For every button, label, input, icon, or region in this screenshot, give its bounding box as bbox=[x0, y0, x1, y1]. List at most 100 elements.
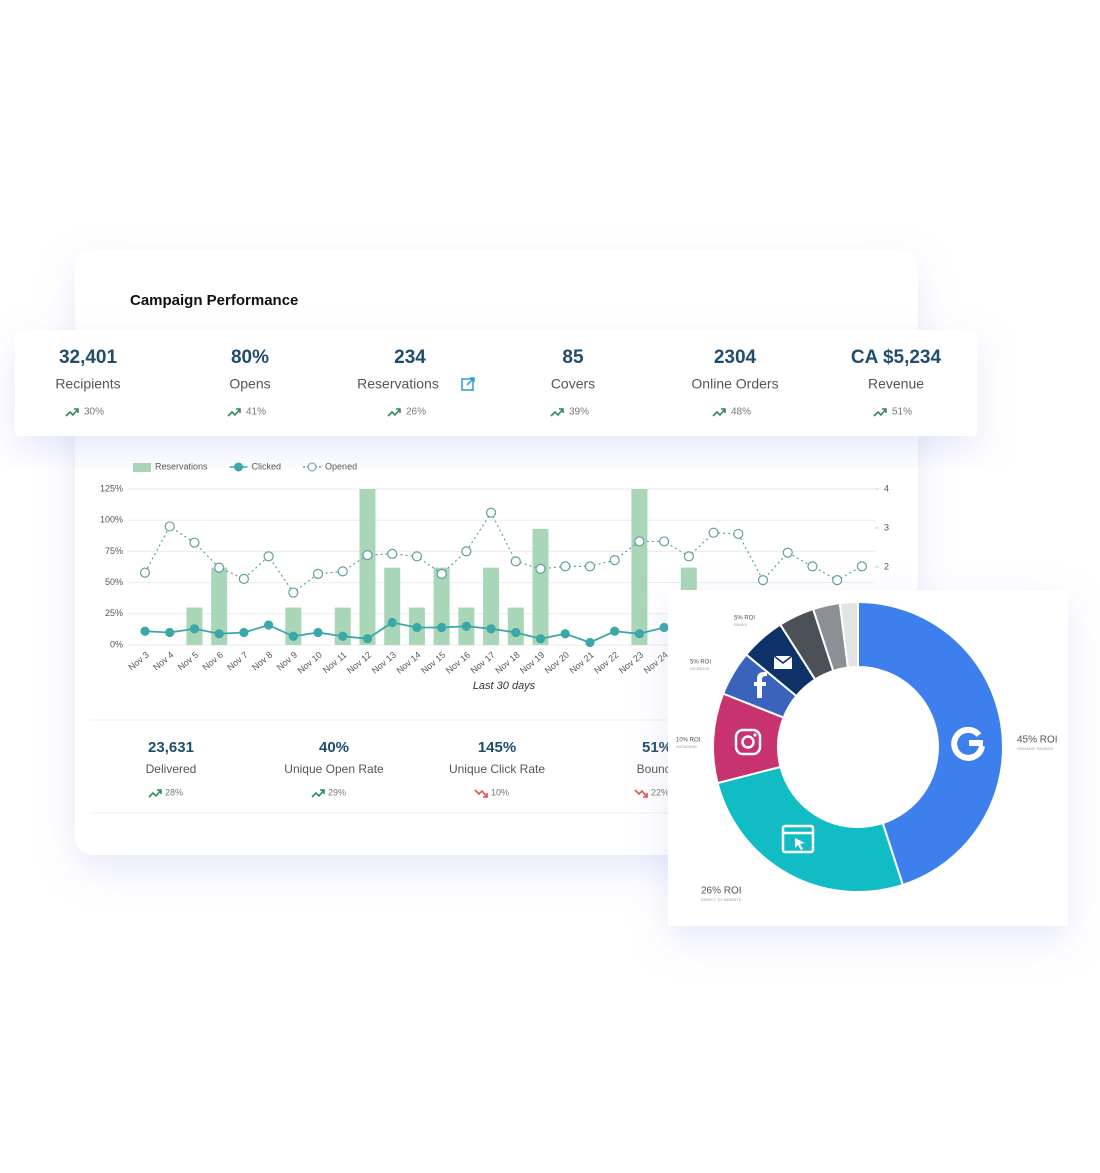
point bbox=[164, 521, 175, 532]
stat-value: 145% bbox=[478, 739, 516, 756]
y-tick-label: 75% bbox=[105, 546, 123, 556]
point bbox=[189, 537, 200, 548]
kpi-value: CA $5,234 bbox=[851, 347, 942, 368]
trend-up-icon bbox=[65, 408, 79, 417]
point bbox=[832, 575, 843, 586]
point bbox=[535, 563, 546, 574]
point bbox=[461, 621, 471, 631]
bar bbox=[483, 567, 500, 645]
kpi-label: Covers bbox=[551, 376, 595, 392]
trend-up-icon bbox=[148, 789, 162, 798]
trend-up-icon bbox=[712, 408, 726, 417]
point bbox=[584, 561, 596, 572]
point bbox=[560, 561, 571, 572]
point bbox=[288, 631, 298, 641]
point bbox=[214, 629, 224, 639]
kpi-label: Reservations bbox=[357, 376, 439, 392]
point bbox=[659, 536, 670, 547]
kpi-label: Recipients bbox=[55, 376, 120, 392]
segment-category: DIRECT TO WEBSITE bbox=[701, 897, 742, 902]
kpi-row: 32,401 Recipients 30% 80% Opens 41% 234 Reserva… bbox=[55, 347, 941, 418]
segment-label: 5% ROI bbox=[690, 660, 711, 666]
stats-row: 23,631 Delivered 28% 40% Unique Open Rate 29%… bbox=[146, 739, 678, 798]
kpi-value: 32,401 bbox=[59, 347, 118, 368]
bar bbox=[631, 489, 648, 645]
point bbox=[634, 629, 645, 639]
y2-tick-label: 3 bbox=[884, 522, 889, 532]
stat-value: 23,631 bbox=[148, 739, 194, 756]
point bbox=[312, 568, 324, 579]
stat-value: 51% bbox=[642, 739, 672, 756]
bar bbox=[433, 567, 450, 645]
point bbox=[486, 624, 496, 634]
legend-swatch bbox=[133, 463, 151, 472]
point bbox=[585, 637, 595, 648]
point bbox=[264, 620, 274, 630]
point bbox=[634, 536, 645, 547]
point bbox=[436, 568, 447, 579]
kpi-label: Opens bbox=[229, 376, 270, 392]
bar bbox=[532, 528, 549, 645]
segment-category: INSTAGRAM bbox=[676, 745, 697, 749]
segment-label: 26% ROI bbox=[701, 886, 742, 897]
kpi-trend: 39% bbox=[569, 407, 589, 418]
instagram-icon bbox=[734, 728, 762, 756]
bar bbox=[507, 607, 524, 645]
segment-category: ORGANIC SEARCH bbox=[1017, 746, 1054, 751]
point bbox=[362, 634, 373, 644]
point bbox=[659, 622, 669, 633]
email-icon bbox=[773, 655, 793, 669]
website-icon bbox=[781, 824, 815, 854]
point bbox=[412, 622, 422, 633]
point bbox=[140, 626, 150, 636]
external-link-icon[interactable] bbox=[461, 377, 475, 391]
donut-segment bbox=[838, 600, 859, 669]
legend-label: Opened bbox=[325, 461, 357, 471]
kpi-trend: 51% bbox=[892, 407, 912, 418]
segment-category: EMAILS bbox=[734, 623, 748, 627]
point bbox=[189, 624, 200, 634]
point bbox=[807, 561, 818, 572]
google-icon bbox=[951, 726, 985, 761]
kpi-value: 85 bbox=[562, 347, 584, 368]
kpi-label: Online Orders bbox=[691, 376, 778, 392]
point bbox=[263, 551, 274, 562]
kpi-trend: 48% bbox=[731, 407, 751, 418]
point bbox=[214, 562, 225, 573]
point bbox=[510, 556, 521, 567]
card-title: Campaign Performance bbox=[130, 292, 298, 309]
point bbox=[437, 622, 447, 633]
line bbox=[144, 621, 665, 644]
segment-label: 10% ROI bbox=[676, 738, 701, 744]
point bbox=[856, 561, 867, 572]
bar bbox=[211, 567, 228, 645]
trend-down-icon bbox=[474, 789, 488, 798]
point bbox=[165, 627, 175, 638]
kpi-value: 234 bbox=[394, 347, 426, 368]
point bbox=[511, 627, 521, 638]
point bbox=[733, 528, 744, 540]
legend-swatch bbox=[307, 462, 317, 472]
point bbox=[139, 567, 151, 578]
point bbox=[238, 573, 249, 584]
stat-trend: 22% bbox=[651, 787, 669, 797]
legend-label: Reservations bbox=[155, 461, 208, 471]
trend-up-icon bbox=[387, 408, 401, 417]
point bbox=[362, 550, 373, 561]
point bbox=[288, 587, 299, 598]
donut-segment bbox=[857, 600, 1004, 887]
point bbox=[560, 629, 570, 639]
stat-label: Delivered bbox=[146, 762, 197, 776]
stat-value: 40% bbox=[319, 739, 349, 756]
donut-segment bbox=[716, 765, 905, 893]
point bbox=[609, 555, 620, 566]
segment-category: FACEBOOK bbox=[690, 667, 710, 671]
kpi-trend: 41% bbox=[246, 407, 266, 418]
stat-label: Unique Open Rate bbox=[284, 762, 384, 776]
stat-trend: 28% bbox=[165, 787, 183, 797]
point bbox=[683, 551, 694, 562]
trend-down-icon bbox=[634, 789, 648, 798]
trend-up-icon bbox=[873, 408, 887, 417]
